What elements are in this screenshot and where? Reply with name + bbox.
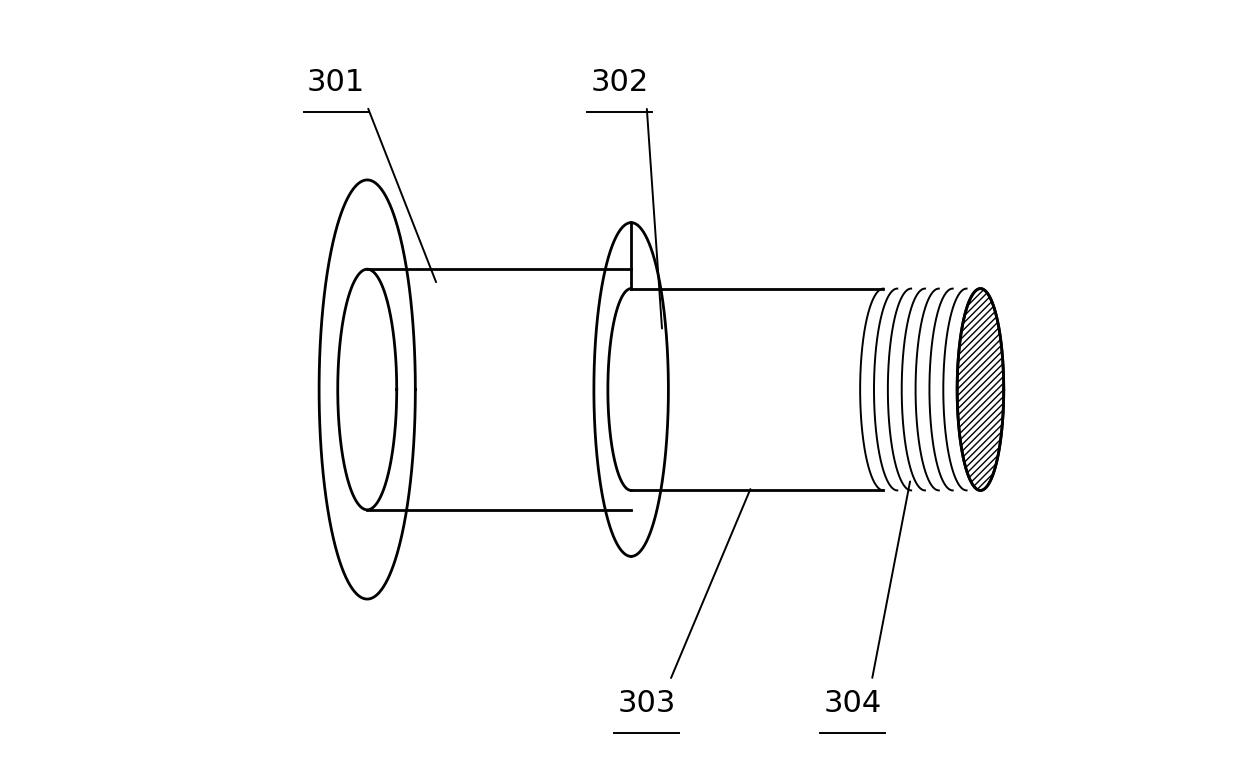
Text: 302: 302	[590, 69, 649, 97]
Polygon shape	[958, 288, 1004, 491]
Text: 303: 303	[617, 689, 675, 718]
Text: 301: 301	[307, 69, 366, 97]
Text: 304: 304	[823, 689, 881, 718]
